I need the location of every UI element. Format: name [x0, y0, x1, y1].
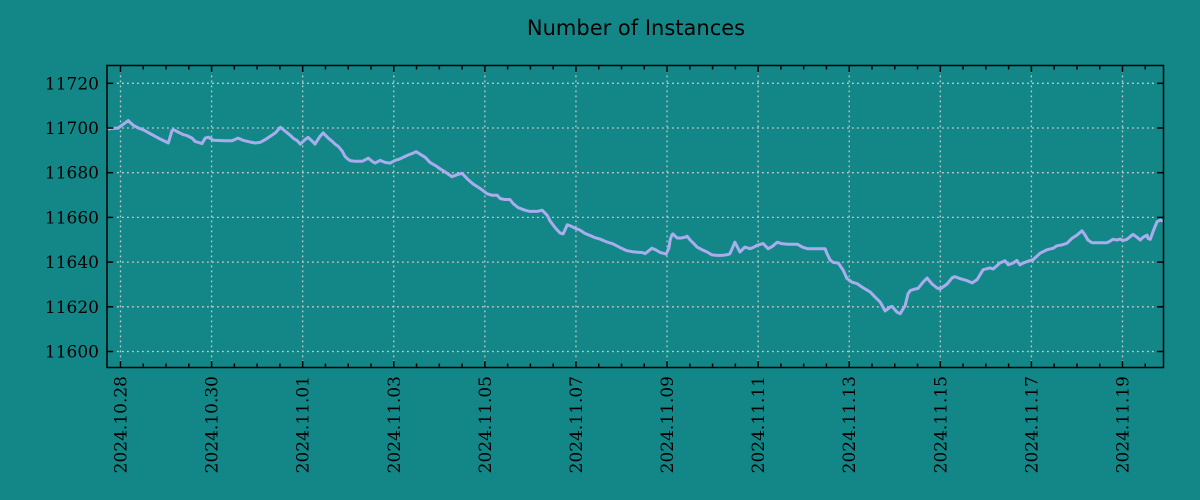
x-tick-label: 2024.11.17: [1022, 376, 1042, 473]
y-tick-label: 11620: [45, 298, 99, 318]
x-tick-label: 2024.11.05: [476, 376, 496, 473]
x-tick-label: 2024.10.30: [203, 376, 223, 473]
x-tick-label: 2024.11.01: [294, 376, 314, 473]
x-tick-label: 2024.11.19: [1113, 376, 1133, 473]
y-tick-label: 11700: [45, 119, 99, 139]
x-tick-label: 2024.11.11: [749, 376, 769, 473]
y-tick-label: 11640: [45, 253, 99, 273]
x-tick-label: 2024.11.15: [931, 376, 951, 473]
x-tick-label: 2024.11.13: [840, 376, 860, 473]
series-line: [105, 119, 1165, 316]
x-tick-label: 2024.11.03: [385, 376, 405, 473]
chart-title: Number of Instances: [526, 16, 746, 40]
plot-border: [106, 64, 1165, 369]
y-tick-label: 11600: [45, 343, 99, 363]
y-tick-label: 11660: [45, 208, 99, 228]
x-tick-label: 2024.10.28: [112, 376, 132, 473]
y-tick-label: 11720: [45, 74, 99, 94]
y-tick-label: 11680: [45, 164, 99, 184]
x-tick-label: 2024.11.07: [567, 376, 587, 473]
x-tick-label: 2024.11.09: [658, 376, 678, 473]
